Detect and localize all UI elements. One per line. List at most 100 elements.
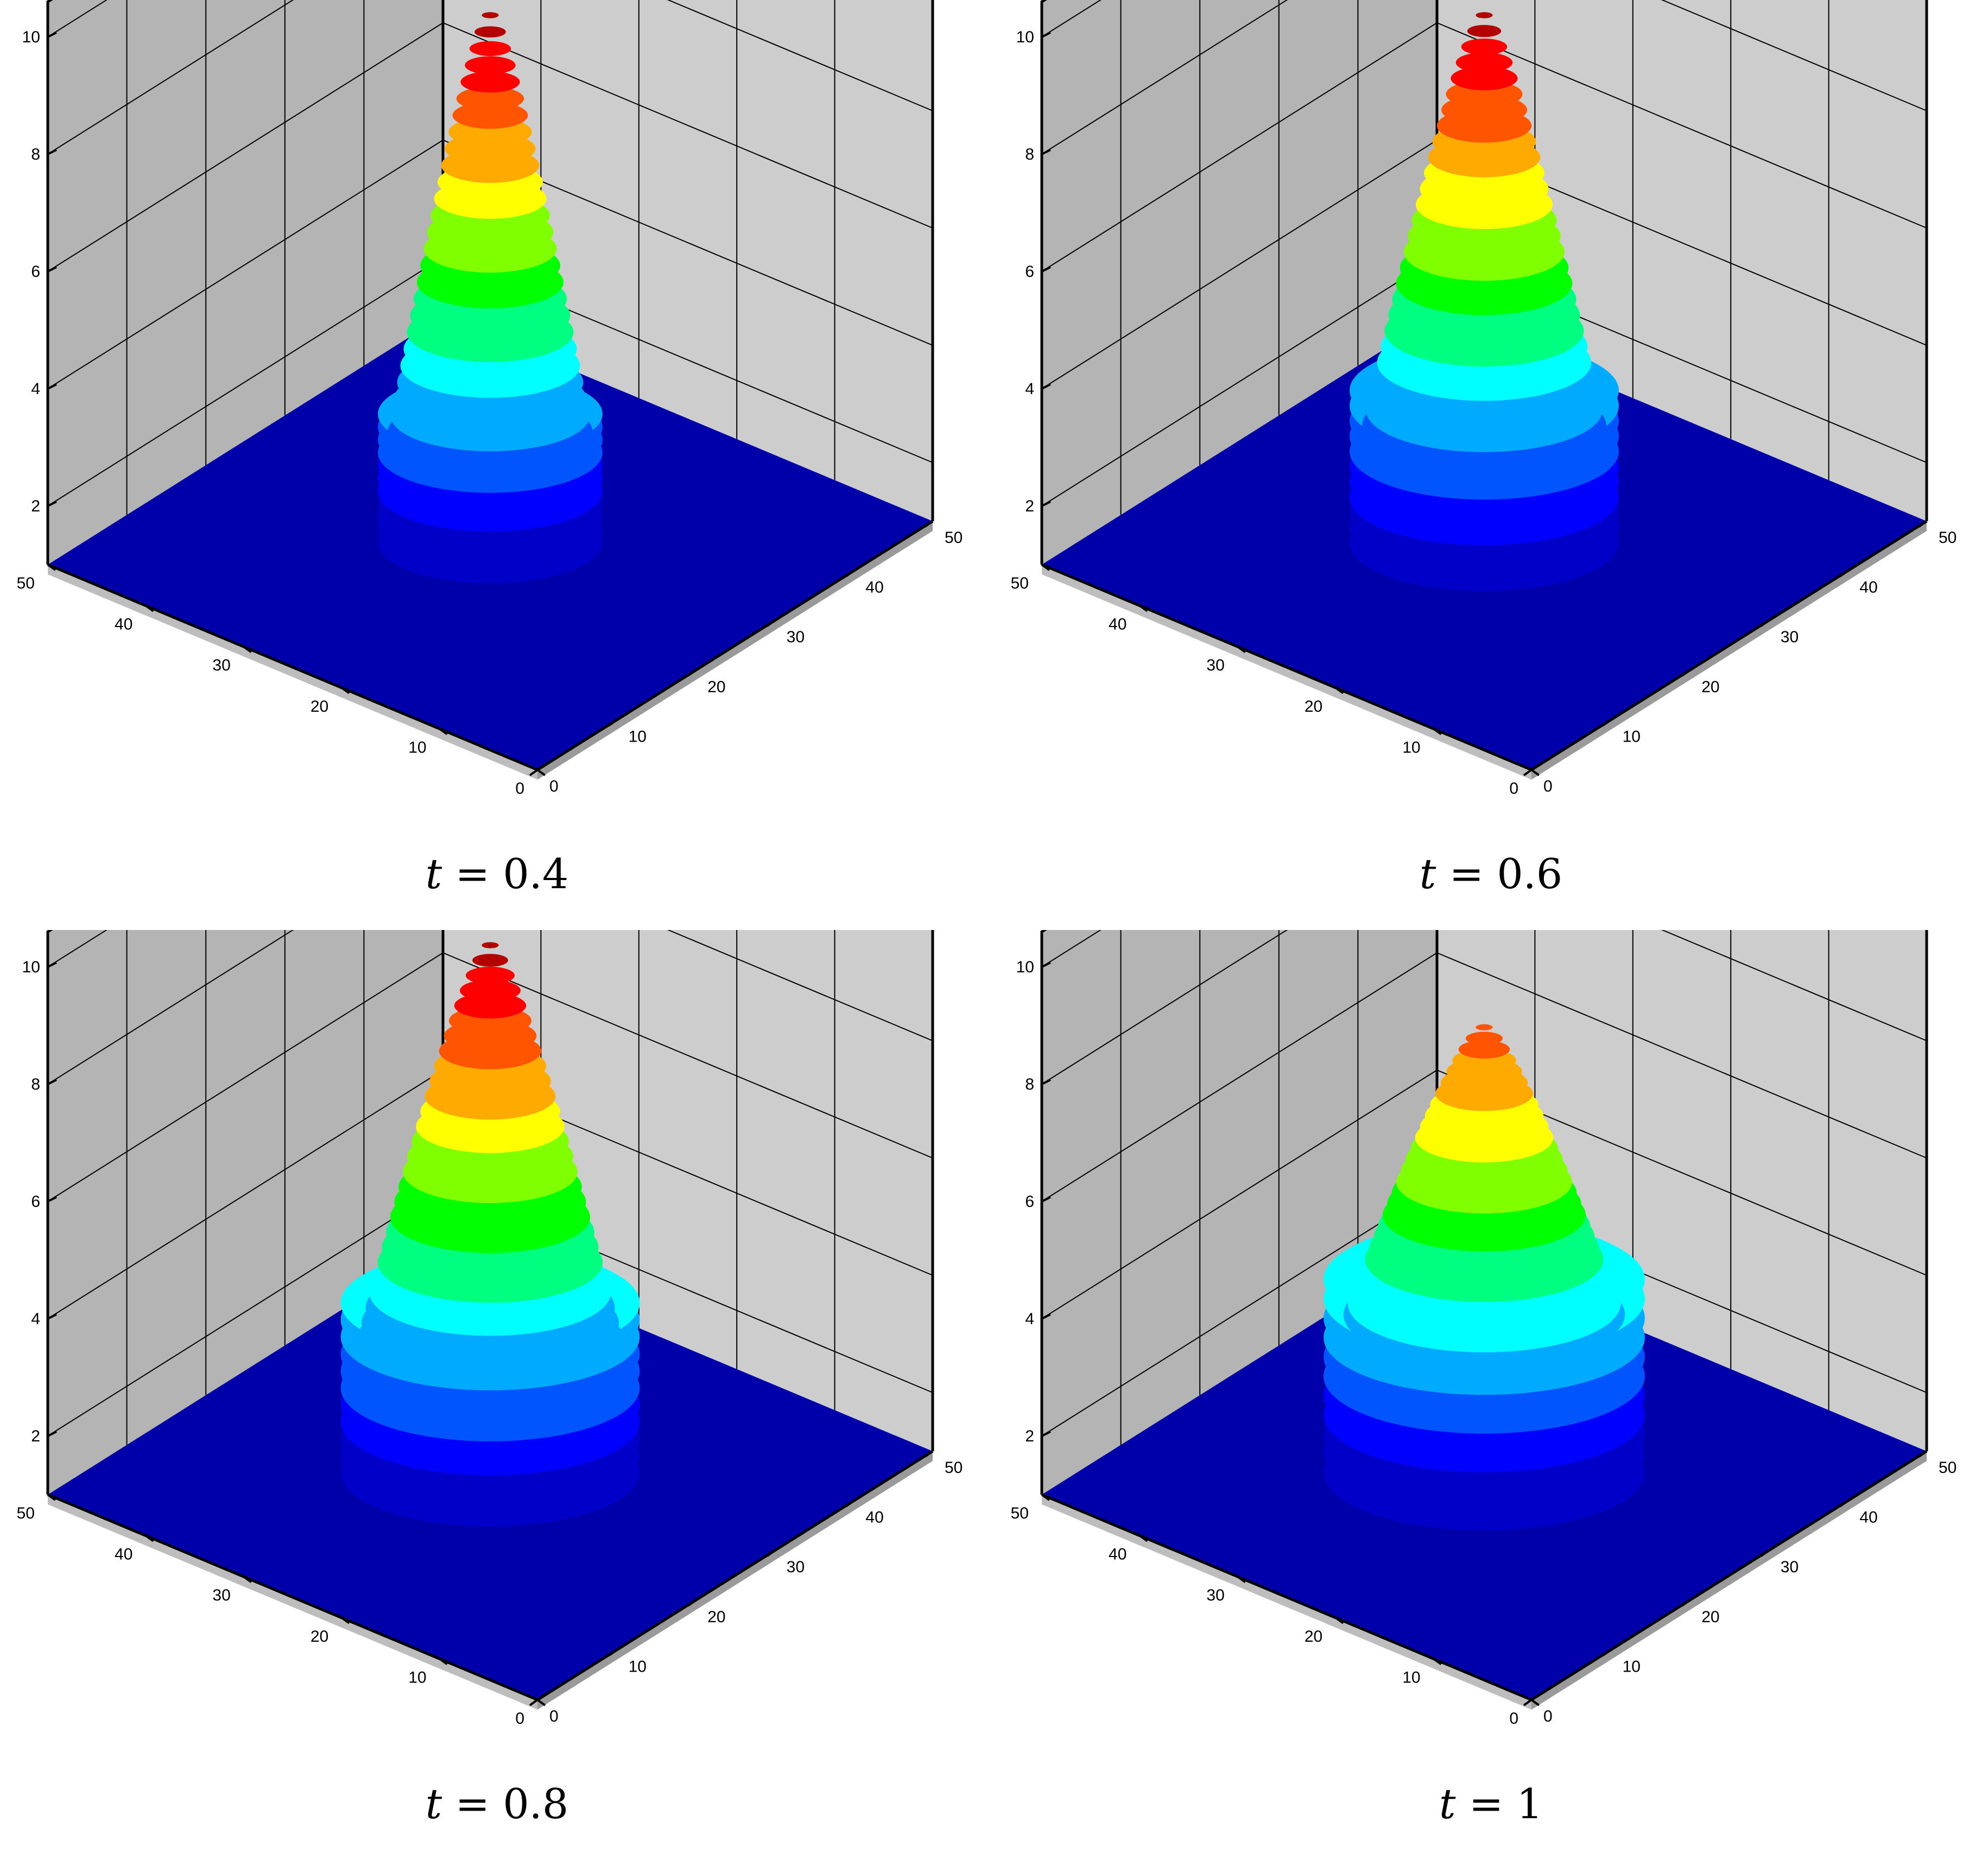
y-tick-label: 30 — [1206, 1586, 1224, 1604]
x-tick — [845, 570, 854, 578]
caption-equals: = — [442, 1780, 503, 1828]
z-tick-label: 8 — [31, 1075, 40, 1093]
x-tick — [608, 719, 617, 727]
x-tick-label: 30 — [1781, 628, 1799, 646]
z-tick — [47, 31, 57, 38]
caption-variable: t — [425, 850, 442, 898]
x-tick-label: 40 — [865, 579, 883, 597]
z-tick-label: 2 — [1025, 497, 1034, 515]
x-tick-label: 30 — [787, 1558, 805, 1576]
y-tick — [1530, 769, 1540, 776]
x-tick — [529, 1699, 539, 1706]
y-tick — [145, 604, 154, 612]
surface-band-hump — [1451, 66, 1518, 91]
x-tick — [766, 619, 775, 627]
floor-edge-right — [537, 521, 933, 780]
surface-band-hump — [474, 26, 506, 37]
back-wall-right — [1437, 930, 1927, 1451]
y-tick-label: 30 — [212, 1586, 230, 1604]
z-tick-label: 6 — [31, 263, 40, 281]
caption-variable: t — [1419, 850, 1436, 898]
z-tick — [47, 383, 57, 390]
back-wall-left — [48, 930, 443, 1495]
x-tick — [529, 769, 539, 776]
floor-edge-right — [537, 1451, 933, 1710]
y-tick — [1433, 727, 1442, 736]
y-tick-label: 0 — [515, 1710, 524, 1728]
y-tick — [341, 1617, 350, 1624]
x-tick-label: 40 — [1859, 579, 1877, 597]
back-wall-right — [1437, 0, 1927, 521]
y-tick-label: 0 — [1509, 780, 1518, 798]
y-tick-label: 50 — [1011, 1504, 1029, 1522]
y-tick-label: 20 — [1305, 1628, 1322, 1646]
y-tick-label: 50 — [1011, 574, 1029, 592]
z-tick — [47, 266, 57, 273]
surface-band-hump — [1455, 52, 1513, 73]
y-tick — [145, 1534, 154, 1542]
x-tick-label: 20 — [1701, 1608, 1719, 1626]
back-wall-right — [443, 0, 933, 521]
surface-band-hump — [456, 86, 524, 111]
front-axes — [46, 932, 934, 1701]
surface-plot-panel: 0 10 20 30 40 50 0 10 20 30 40 50 2 4 6 8 10 t = 0.4 — [0, 0, 994, 930]
surface-band-hump — [472, 954, 508, 967]
z-tick — [1041, 383, 1051, 390]
z-tick — [1041, 149, 1051, 155]
grid-lines — [1041, 0, 1927, 515]
caption-value: 1 — [1516, 1780, 1543, 1828]
surface-band-hump — [460, 979, 521, 1002]
z-tick-label: 2 — [31, 497, 40, 515]
x-tick — [1918, 1450, 1928, 1458]
caption-value: 0.8 — [503, 1780, 569, 1828]
surface-plot: 0 10 20 30 40 50 0 10 20 30 40 50 2 4 6 8 10 — [1011, 0, 1957, 798]
panel-caption: t = 0.6 — [994, 850, 1988, 898]
y-tick — [243, 1576, 252, 1583]
panel-caption: t = 0.8 — [0, 1780, 994, 1828]
x-tick-label: 40 — [865, 1509, 883, 1527]
front-axes — [1040, 2, 1928, 771]
y-tick — [536, 769, 546, 776]
z-tick — [1041, 31, 1051, 38]
surface-plot: 0 10 20 30 40 50 0 10 20 30 40 50 2 4 6 8 10 — [17, 0, 963, 798]
z-tick-label: 8 — [31, 145, 40, 163]
z-tick-label: 2 — [1025, 1427, 1034, 1445]
panel-caption: t = 0.4 — [0, 850, 994, 898]
y-tick-label: 40 — [1109, 1546, 1126, 1564]
y-tick — [47, 564, 56, 571]
y-tick-label: 20 — [311, 1628, 328, 1646]
y-tick-label: 20 — [1305, 698, 1322, 716]
x-tick — [924, 1450, 934, 1458]
surface-plot: 0 10 20 30 40 50 0 10 20 30 40 50 2 4 6 8 10 — [1011, 930, 1957, 1728]
caption-variable: t — [425, 1780, 442, 1828]
x-tick-label: 50 — [945, 1459, 963, 1477]
surface-band-hump — [1461, 39, 1508, 55]
x-tick-label: 40 — [1859, 1509, 1877, 1527]
x-tick-label: 50 — [1939, 529, 1957, 547]
y-tick-label: 10 — [1402, 1668, 1420, 1686]
x-tick — [845, 1500, 854, 1508]
x-tick — [687, 669, 697, 677]
z-tick-label: 8 — [1025, 145, 1034, 163]
z-tick-label: 10 — [1016, 958, 1034, 976]
z-tick — [47, 1079, 57, 1085]
caption-equals: = — [1455, 1780, 1517, 1828]
y-tick-label: 0 — [515, 780, 524, 798]
y-tick-label: 50 — [17, 1504, 35, 1522]
surface-plot: 0 10 20 30 40 50 0 10 20 30 40 50 2 4 6 8 10 — [17, 930, 963, 1728]
x-tick-label: 20 — [1701, 678, 1719, 696]
surface-band-hump — [1467, 24, 1502, 37]
z-tick — [47, 1313, 57, 1320]
y-tick — [439, 1657, 448, 1666]
x-tick-label: 10 — [629, 1657, 647, 1675]
surface-band-hump — [465, 966, 515, 984]
y-tick-label: 10 — [408, 738, 426, 756]
y-tick — [536, 1699, 546, 1706]
z-tick — [1041, 961, 1051, 968]
z-tick-label: 4 — [31, 1310, 40, 1328]
x-tick — [608, 1649, 617, 1657]
x-tick — [1523, 769, 1533, 776]
x-tick-label: 10 — [1623, 1657, 1641, 1675]
z-tick-label: 10 — [22, 28, 40, 46]
caption-variable: t — [1439, 1780, 1456, 1828]
